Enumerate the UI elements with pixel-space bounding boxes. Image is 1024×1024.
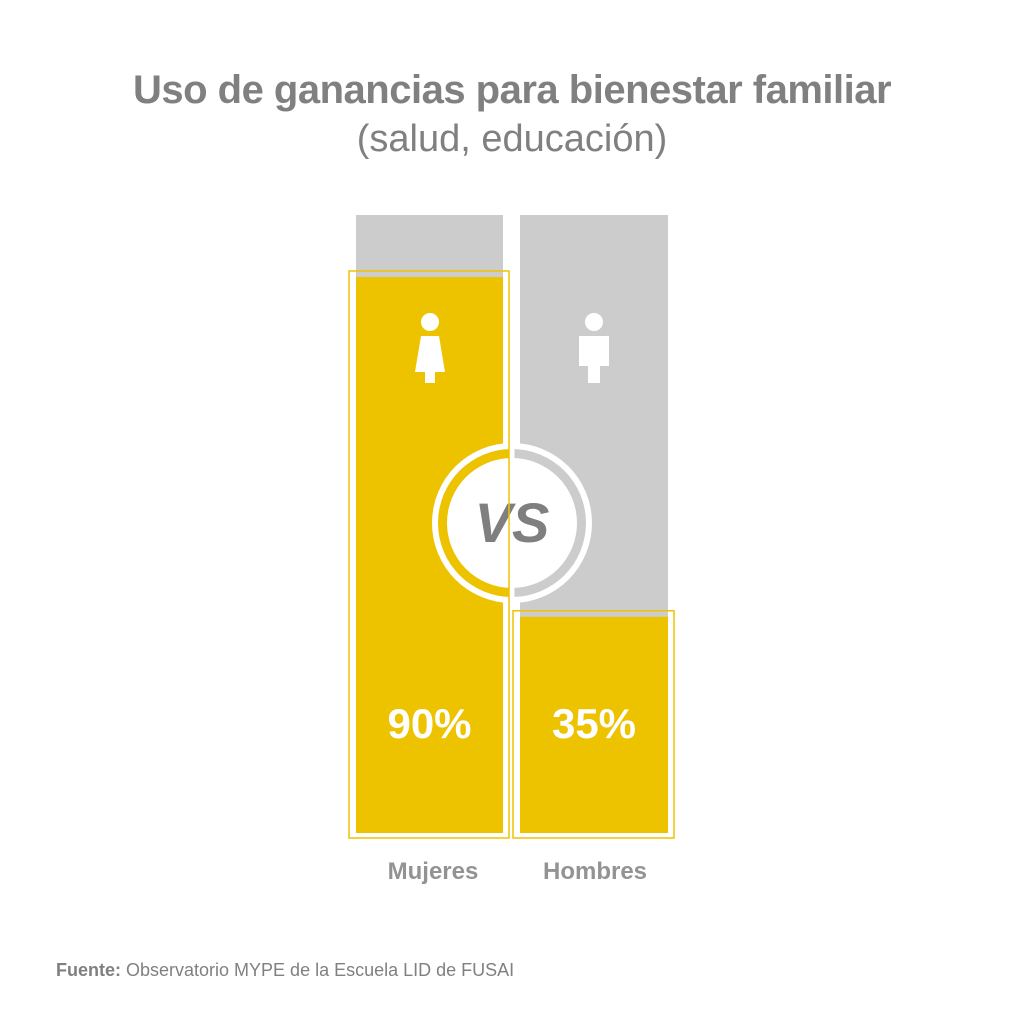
bar-fill-hombres <box>520 616 668 833</box>
woman-icon-head <box>421 313 439 331</box>
source-note: Fuente: Observatorio MYPE de la Escuela … <box>56 960 514 981</box>
source-text: Observatorio MYPE de la Escuela LID de F… <box>121 960 515 980</box>
bar-outline-1 <box>512 610 675 839</box>
data-label-hombres: 35% <box>552 700 636 747</box>
chart-subtitle: (salud, educación) <box>356 118 668 160</box>
chart-title: Uso de ganancias para bienestar familiar <box>132 68 892 112</box>
man-icon <box>579 336 609 383</box>
woman-icon <box>415 336 445 383</box>
category-label-mujeres: Mujeres <box>387 858 479 885</box>
source-label: Fuente: <box>56 960 121 980</box>
bar-outline-0 <box>348 270 510 839</box>
man-icon-head <box>585 313 603 331</box>
vs-badge-inner <box>447 458 577 588</box>
vs-label: VS <box>475 491 550 554</box>
category-label-hombres: Hombres <box>542 858 648 885</box>
data-label-mujeres: 90% <box>387 700 471 747</box>
